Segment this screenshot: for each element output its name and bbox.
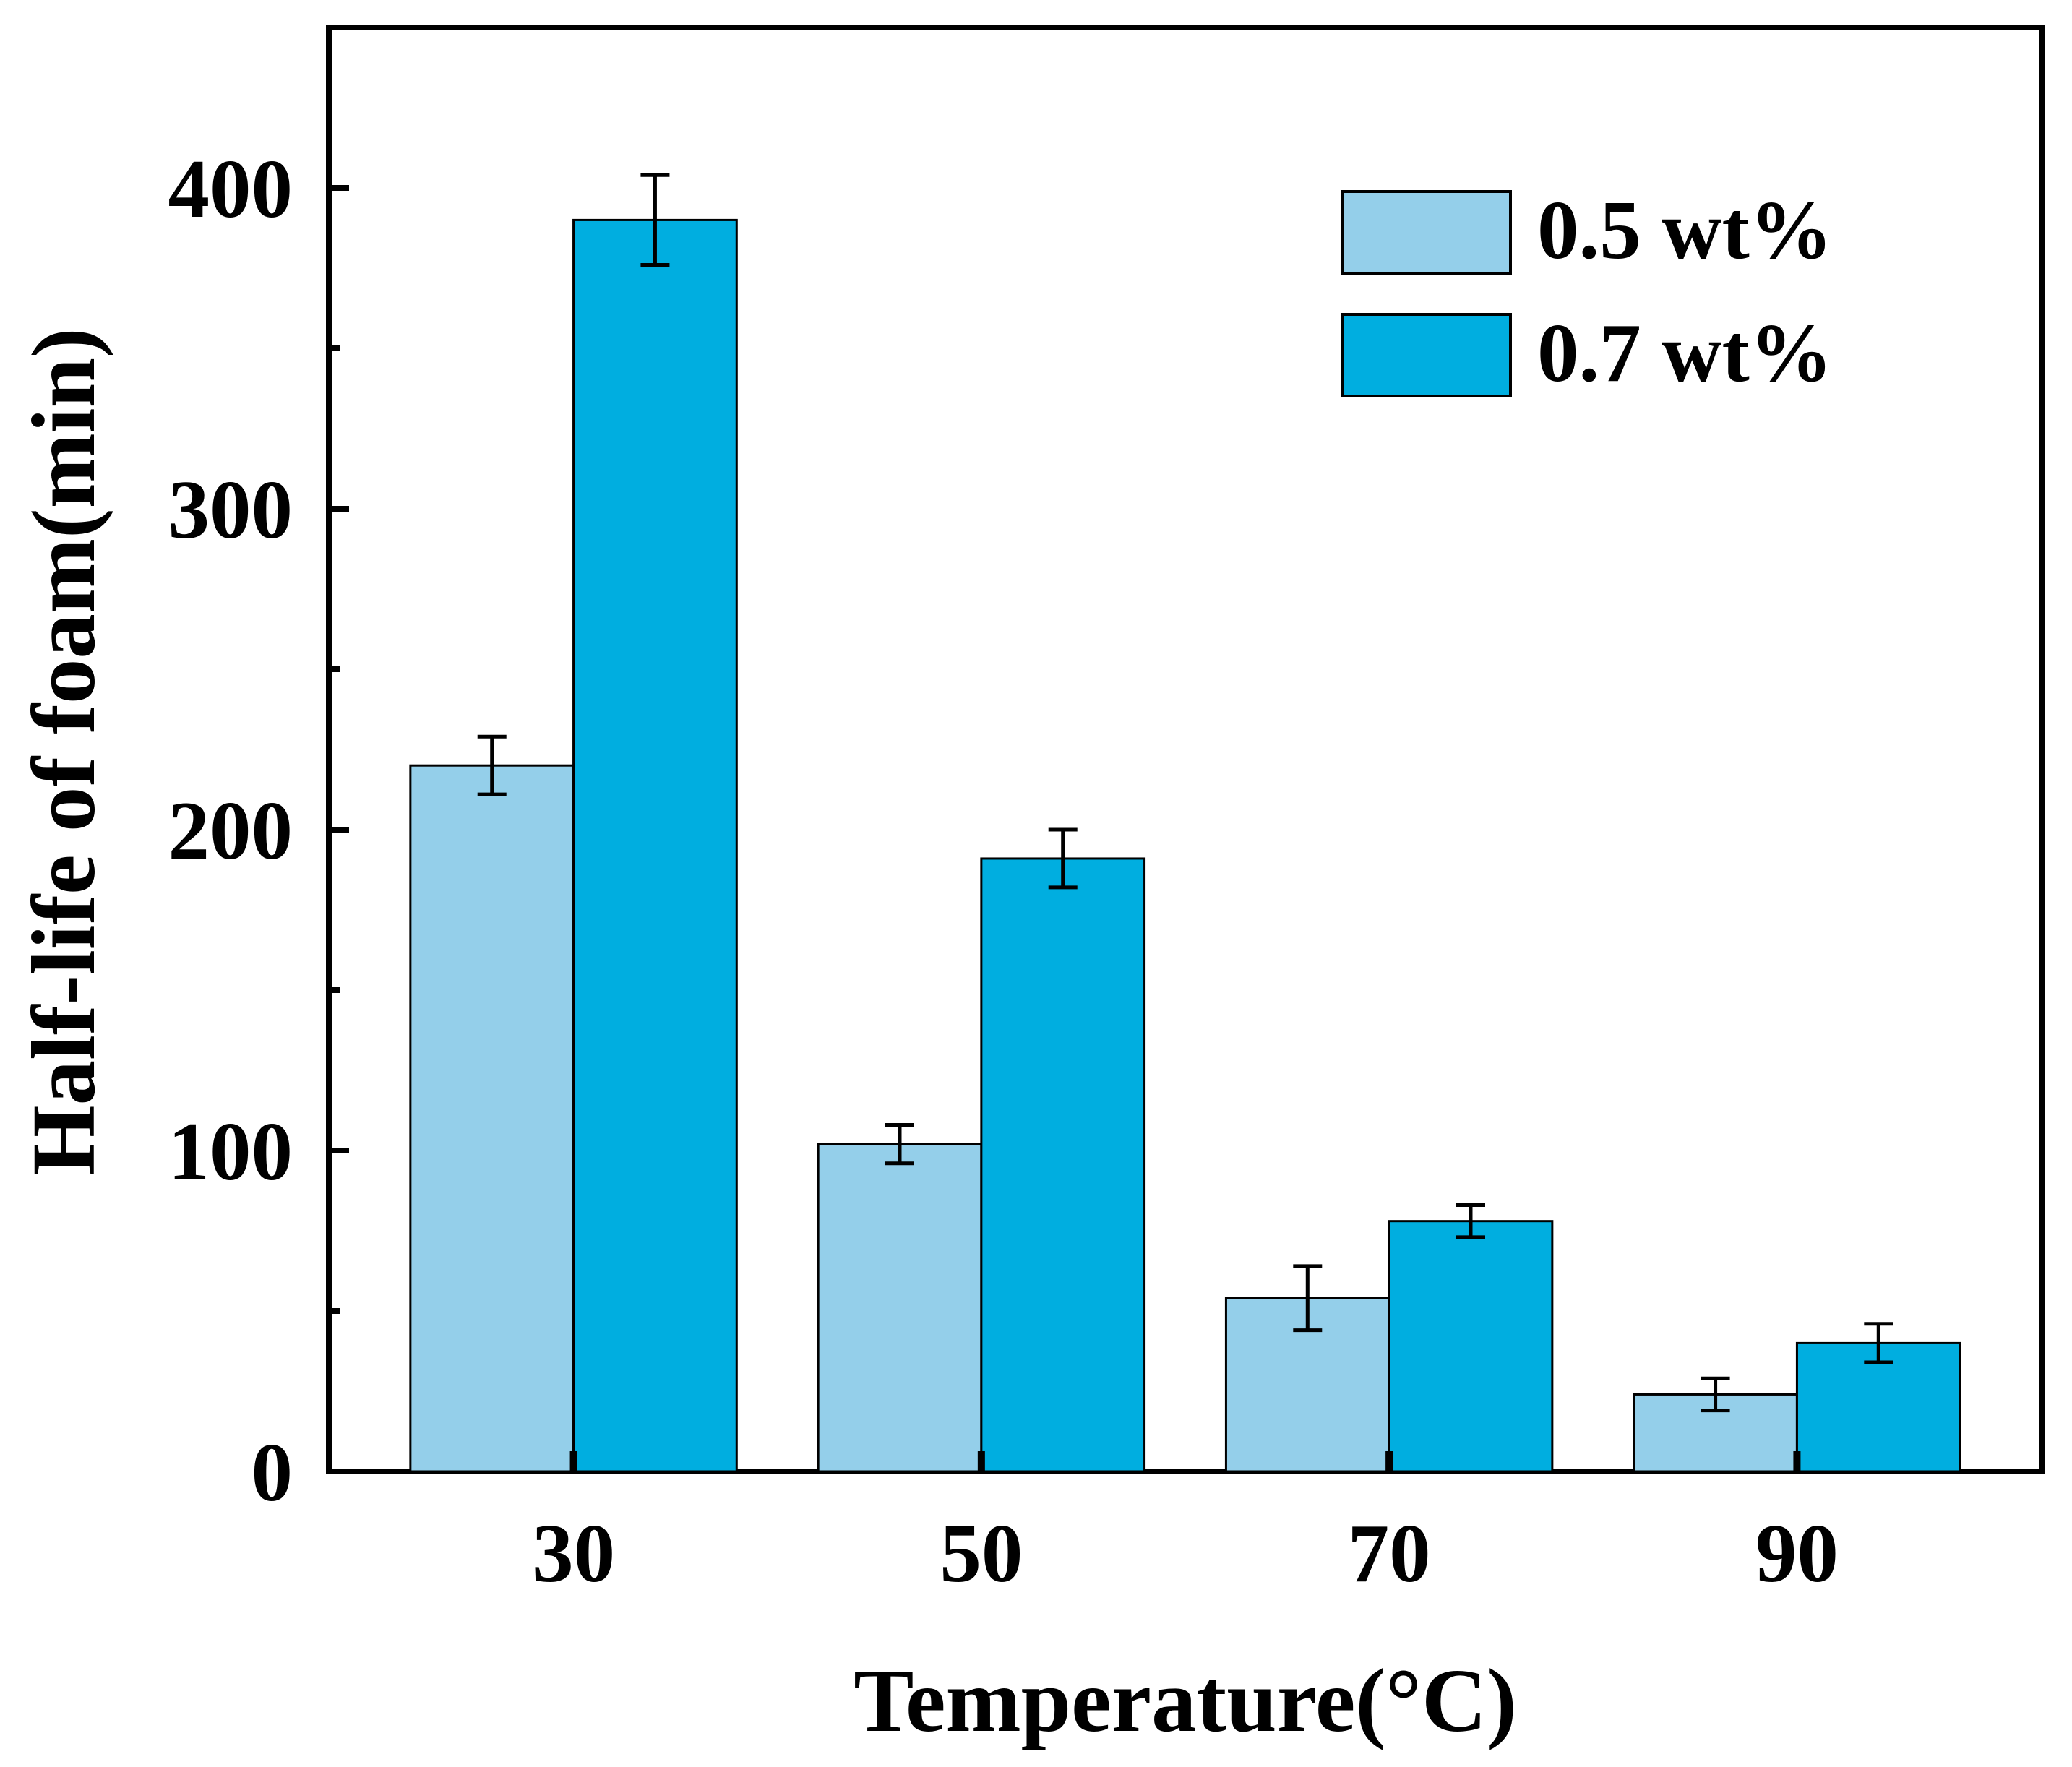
- bars-layer: [409, 173, 1961, 1473]
- y-tick-label: 200: [168, 785, 293, 877]
- ticks-layer: 30 50 70 90 0 100 200 300 400: [168, 143, 1839, 1599]
- bar-b-30: [572, 218, 738, 1473]
- y-axis-label: Half-life of foam(min): [14, 327, 114, 1175]
- legend: 0.5 wt% 0.7 wt%: [1341, 184, 1833, 399]
- x-tick-label: 70: [1348, 1508, 1431, 1599]
- x-tick-label: 90: [1755, 1508, 1839, 1599]
- legend-swatch-b: [1341, 313, 1512, 397]
- plot-area: [326, 25, 2045, 1474]
- legend-label-a: 0.5 wt%: [1537, 184, 1833, 276]
- y-tick-label: 300: [168, 464, 293, 556]
- bar-a-30: [409, 764, 575, 1473]
- bar-b-50: [980, 857, 1146, 1473]
- bar-b-90: [1795, 1341, 1961, 1473]
- y-tick-label: 0: [252, 1427, 293, 1518]
- y-tick-label: 100: [168, 1106, 293, 1198]
- bar-a-50: [817, 1143, 983, 1473]
- x-axis-label: Temperature(°C): [854, 1651, 1517, 1751]
- legend-swatch-a: [1341, 190, 1512, 275]
- bar-b-70: [1388, 1220, 1554, 1473]
- x-tick-label: 50: [940, 1508, 1023, 1599]
- y-tick-label: 400: [168, 143, 293, 235]
- legend-label-b: 0.7 wt%: [1537, 307, 1833, 399]
- x-tick-label: 30: [532, 1508, 615, 1599]
